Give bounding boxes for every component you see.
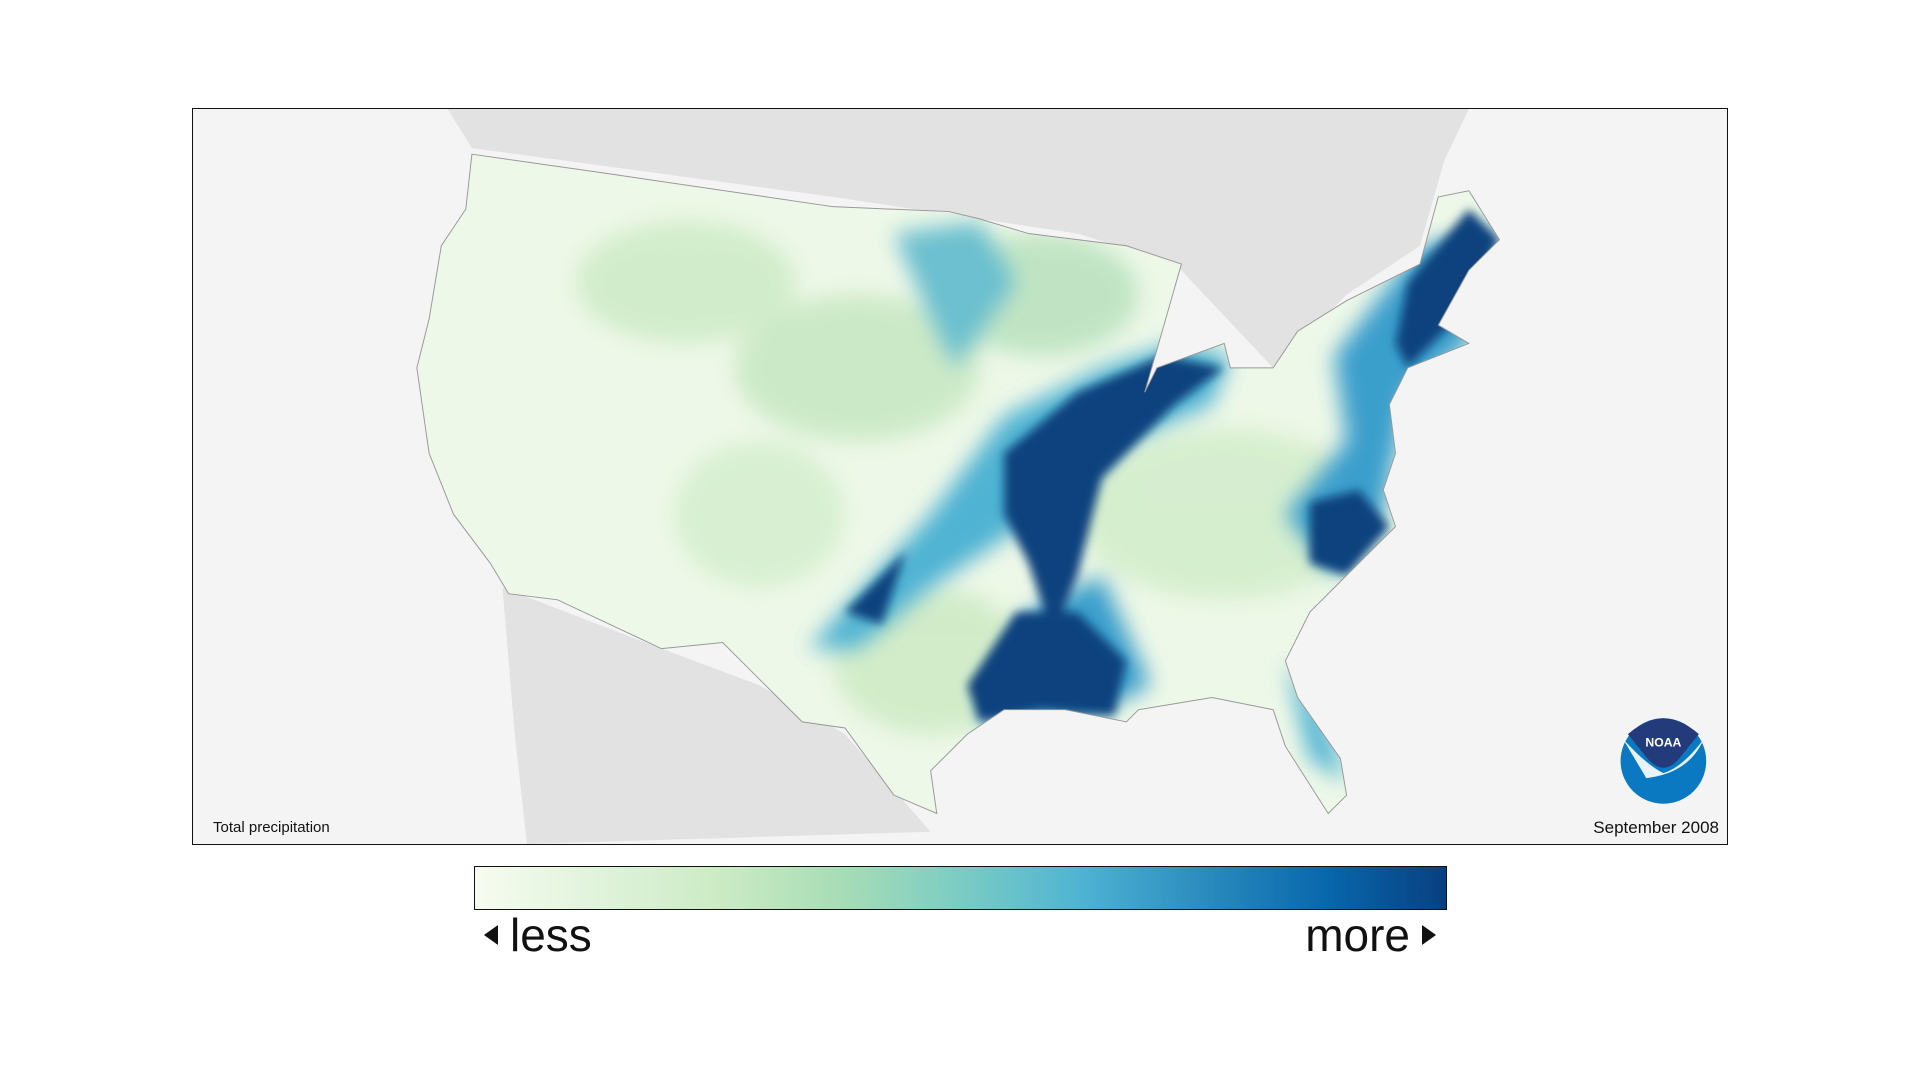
date-label: September 2008: [1593, 818, 1719, 837]
noaa-logo-text: NOAA: [1645, 735, 1681, 749]
legend-more: more: [1305, 908, 1436, 962]
canada-land: [447, 109, 1469, 368]
color-scale-bar: [474, 866, 1447, 910]
arrow-right-icon: [1422, 925, 1436, 945]
arrow-left-icon: [484, 925, 498, 945]
precipitation-map: NOAA: [193, 109, 1727, 844]
legend-more-label: more: [1305, 909, 1410, 961]
legend-less-label: less: [510, 909, 592, 961]
map-frame: NOAA Total precipitation September 2008: [192, 108, 1728, 845]
variable-label: Total precipitation: [213, 819, 330, 836]
legend-less: less: [484, 908, 592, 962]
noaa-logo: NOAA: [1620, 718, 1707, 804]
mexico-land: [502, 587, 931, 844]
